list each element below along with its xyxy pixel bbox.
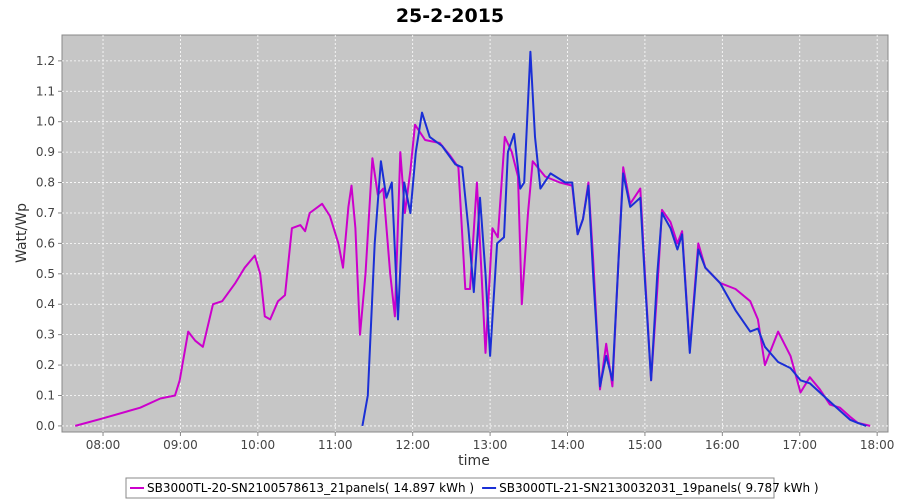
x-tick-label: 11:00	[318, 438, 353, 452]
x-tick-label: 12:00	[395, 438, 430, 452]
legend-label: SB3000TL-20-SN2100578613_21panels( 14.89…	[147, 481, 474, 495]
y-tick-label: 1.0	[36, 115, 55, 129]
plot-area	[61, 34, 889, 433]
y-tick-label: 0.4	[36, 297, 55, 311]
x-tick-label: 08:00	[86, 438, 121, 452]
y-axis-label: Watt/Wp	[14, 203, 30, 263]
y-tick-label: 1.1	[36, 84, 55, 98]
y-tick-label: 0.1	[36, 388, 55, 402]
x-tick-label: 18:00	[860, 438, 895, 452]
y-tick-label: 0.7	[36, 206, 55, 220]
y-tick-label: 0.3	[36, 328, 55, 342]
x-tick-label: 13:00	[473, 438, 508, 452]
y-tick-label: 0.0	[36, 419, 55, 433]
series-line	[361, 50, 867, 427]
y-tick-label: 0.8	[36, 176, 55, 190]
x-tick-label: 10:00	[241, 438, 276, 452]
y-tick-label: 0.5	[36, 267, 55, 281]
series-line	[74, 123, 871, 427]
x-tick-label: 15:00	[628, 438, 663, 452]
y-tick-label: 0.6	[36, 236, 55, 250]
y-tick-label: 1.2	[36, 54, 55, 68]
legend	[125, 477, 775, 499]
x-tick-label: 16:00	[705, 438, 740, 452]
x-tick-label: 14:00	[550, 438, 585, 452]
chart-title: 25-2-2015	[396, 5, 504, 27]
y-tick-label: 0.9	[36, 145, 55, 159]
x-tick-label: 17:00	[782, 438, 817, 452]
legend-label: SB3000TL-21-SN2130032031_19panels( 9.787…	[499, 481, 818, 495]
y-tick-label: 0.2	[36, 358, 55, 372]
x-tick-label: 09:00	[163, 438, 198, 452]
x-axis-label: time	[458, 453, 490, 469]
